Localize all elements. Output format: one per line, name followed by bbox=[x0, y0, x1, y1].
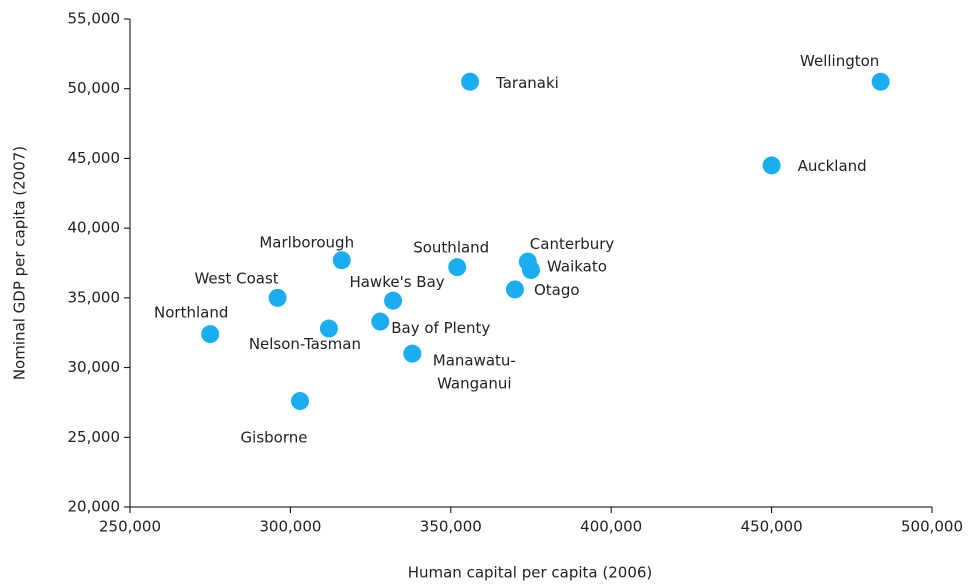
x-tick-label: 500,000 bbox=[901, 518, 963, 536]
x-tick-label: 450,000 bbox=[741, 518, 803, 536]
point-label: Auckland bbox=[798, 157, 867, 175]
y-tick-label: 35,000 bbox=[68, 288, 121, 306]
y-tick-label: 55,000 bbox=[68, 10, 121, 28]
point-label: Nelson-Tasman bbox=[249, 335, 361, 353]
point bbox=[403, 344, 422, 363]
x-axis-label: Human capital per capita (2006) bbox=[408, 564, 653, 582]
point-label: Gisborne bbox=[241, 429, 308, 447]
point-label: West Coast bbox=[194, 269, 278, 287]
y-tick-label: 25,000 bbox=[68, 428, 121, 446]
point bbox=[871, 72, 890, 91]
point-label: Northland bbox=[154, 304, 228, 322]
point-label: Taranaki bbox=[495, 74, 559, 92]
x-tick-label: 350,000 bbox=[420, 518, 482, 536]
point-label: Wellington bbox=[800, 52, 879, 70]
point bbox=[762, 156, 781, 175]
point bbox=[461, 72, 480, 91]
x-tick-label: 400,000 bbox=[580, 518, 642, 536]
point-label: Hawke's Bay bbox=[349, 273, 444, 291]
y-tick-label: 20,000 bbox=[68, 498, 121, 516]
y-tick-label: 40,000 bbox=[68, 219, 121, 237]
point-label: Waikato bbox=[547, 257, 607, 275]
point-label: Marlborough bbox=[259, 234, 354, 252]
point bbox=[505, 280, 524, 299]
point bbox=[384, 291, 403, 310]
point-label: Canterbury bbox=[530, 235, 615, 253]
point bbox=[448, 258, 467, 277]
point-label: Bay of Plenty bbox=[391, 319, 490, 337]
x-tick-label: 300,000 bbox=[259, 518, 321, 536]
point bbox=[201, 325, 220, 344]
y-tick-label: 50,000 bbox=[68, 79, 121, 97]
x-tick-label: 250,000 bbox=[99, 518, 161, 536]
y-axis-label: Nominal GDP per capita (2007) bbox=[11, 146, 29, 380]
y-tick-label: 45,000 bbox=[68, 149, 121, 167]
point bbox=[371, 312, 390, 331]
y-tick-label: 30,000 bbox=[68, 358, 121, 376]
point bbox=[522, 260, 540, 279]
point bbox=[332, 251, 351, 270]
point-label: Southland bbox=[413, 239, 489, 257]
point-label: Otago bbox=[534, 281, 580, 299]
point bbox=[291, 392, 310, 411]
point-label: Manawatu-Wanganui bbox=[433, 351, 516, 392]
point bbox=[319, 319, 338, 338]
point bbox=[268, 288, 287, 307]
